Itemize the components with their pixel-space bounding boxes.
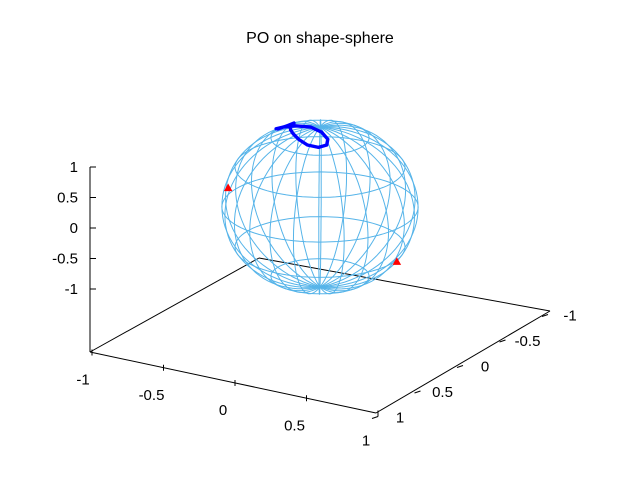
marker-layer xyxy=(223,183,402,265)
sphere-meridian xyxy=(224,126,416,288)
back-x-line xyxy=(258,257,551,312)
orbit-point xyxy=(325,143,329,147)
orbit-point xyxy=(285,124,289,128)
x-tick-label: 0 xyxy=(219,402,227,419)
x-tick-label: -0.5 xyxy=(139,387,165,404)
sphere-meridian xyxy=(269,121,371,293)
y-tick-mark xyxy=(541,314,549,317)
marker-triangle xyxy=(392,257,402,265)
sphere-meridian xyxy=(221,126,419,288)
orbit-point xyxy=(306,143,309,147)
orbit-point xyxy=(288,125,292,129)
sphere-meridian xyxy=(271,120,369,294)
orbit-point xyxy=(292,121,296,125)
orbit-point xyxy=(309,125,313,129)
orbit-point xyxy=(291,132,295,136)
orbit-point xyxy=(289,128,293,132)
y-tick-mark xyxy=(414,390,421,394)
y-axis-line xyxy=(375,310,551,414)
y-tick-label: 0 xyxy=(481,359,489,376)
x-tick-label: -1 xyxy=(76,372,89,389)
y-tick-label: -1 xyxy=(563,308,576,325)
y-tick-mark xyxy=(456,365,464,368)
back-y-line xyxy=(89,257,260,353)
sphere-wireframe xyxy=(221,119,419,295)
marker-triangle xyxy=(223,183,233,192)
sphere-meridian xyxy=(250,122,389,292)
orbit-point xyxy=(276,127,280,131)
orbit-point xyxy=(326,137,330,141)
y-tick-label: -0.5 xyxy=(515,333,541,350)
y-tick-mark xyxy=(499,339,506,343)
z-tick-label: 0 xyxy=(70,220,78,237)
x-tick-label: 0.5 xyxy=(284,417,305,434)
y-tick-mark xyxy=(371,416,379,419)
orbit-point xyxy=(317,146,320,149)
z-tick-label: -1 xyxy=(65,281,78,298)
z-tick-label: 1 xyxy=(70,159,78,176)
orbit-point xyxy=(294,124,297,128)
orbit-point xyxy=(320,130,324,134)
sphere-meridian xyxy=(292,119,348,295)
ticks: -1 -0.5 0 0.5 1 -1 -0.5 0 0.5 1 1 0.5 0 -0.5 -1 xyxy=(52,159,577,450)
z-tick-label: 0.5 xyxy=(57,190,78,207)
chart-title: PO on shape-sphere xyxy=(246,30,394,47)
sphere-meridian xyxy=(318,119,322,295)
sphere-meridian xyxy=(225,125,416,289)
orbit-point xyxy=(297,138,301,141)
x-axis-line xyxy=(89,351,377,414)
sphere-meridian xyxy=(233,124,407,290)
x-tick-label: 1 xyxy=(362,433,370,450)
orbit-layer xyxy=(274,121,330,150)
sphere-meridian xyxy=(249,122,391,292)
z-tick-label: -0.5 xyxy=(52,251,78,268)
sphere-meridian xyxy=(295,119,345,295)
orbit-point xyxy=(281,125,285,129)
y-tick-label: 1 xyxy=(396,410,404,427)
y-tick-label: 0.5 xyxy=(432,384,453,401)
